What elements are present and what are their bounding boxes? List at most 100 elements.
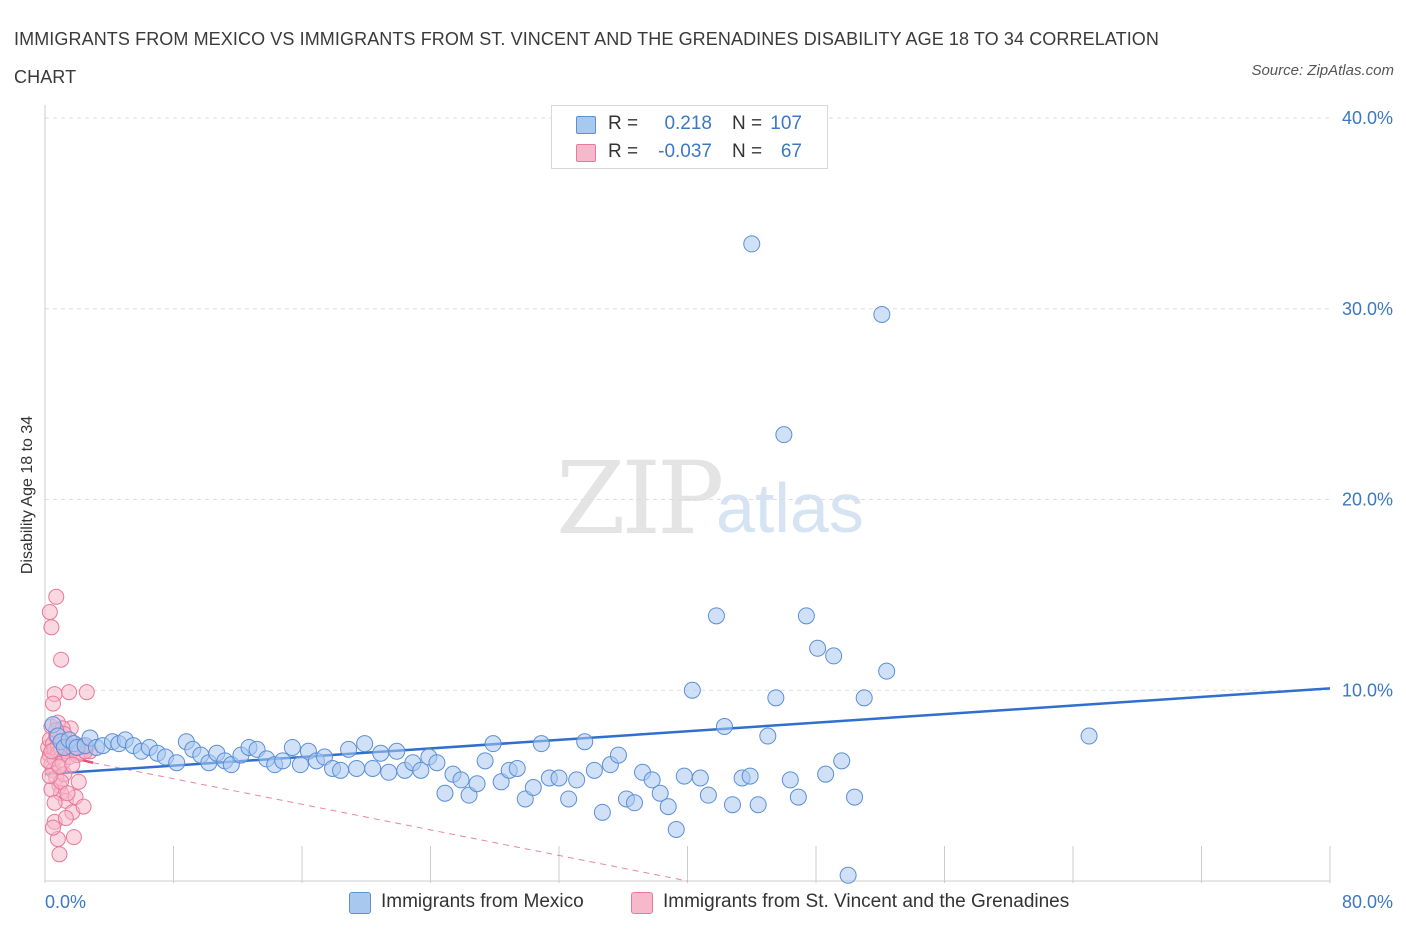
mexico-point [651,784,669,802]
r-value: 0.218 [664,113,712,134]
mexico-point [846,788,864,806]
mexico-point [428,754,446,772]
mexico-point [659,798,677,816]
mexico-point [560,790,578,808]
st-vincent-point [78,684,95,701]
series-legend: Immigrants from Mexico Immigrants from S… [0,890,1406,916]
mexico-point [759,727,777,745]
mexico-point [691,769,709,787]
st-vincent-point [57,810,74,827]
mexico-point [348,759,366,777]
mexico-point [274,752,292,770]
mexico-point [372,744,390,762]
x-tick-label: 0.0% [45,892,86,912]
st-vincent-point [45,695,62,712]
correlation-legend: R = 0.218 N = 107 R = -0.037 N = 67 [551,105,828,169]
x-tick-label: 80.0% [1342,892,1393,912]
mexico-point [699,786,717,804]
mexico-point [364,759,382,777]
mexico-point [789,788,807,806]
source-note: Source: ZipAtlas.com [1251,62,1394,79]
mexico-point [524,779,542,797]
mexico-point [767,689,785,707]
mexico-point [715,717,733,735]
mexico-point [340,740,358,758]
st-vincent-swatch-icon [631,892,653,914]
mexico-point [809,639,827,657]
st-vincent-point [75,798,92,815]
mexico-point [452,771,470,789]
mexico-point [609,746,627,764]
r-label: R = [608,113,639,134]
st-vincent-point [46,794,63,811]
y-tick-label: 30.0% [1342,299,1393,319]
mexico-point [723,796,741,814]
st-vincent-point [53,651,70,668]
st-vincent-swatch-icon [576,144,596,162]
mexico-point [388,742,406,760]
n-label: N = [732,141,763,162]
st-vincent-point [61,684,78,701]
mexico-point [855,689,873,707]
st-vincent-point [48,588,65,605]
mexico-point [749,796,767,814]
st-vincent-point [43,619,60,636]
n-label: N = [732,113,763,134]
mexico-point [508,759,526,777]
mexico-point [817,765,835,783]
mexico-point [683,681,701,699]
mexico-point [707,607,725,625]
watermark-atlas: atlas [716,469,864,547]
y-tick-label: 20.0% [1342,490,1393,510]
mexico-point [878,662,896,680]
mexico-point [283,738,301,756]
mexico-point [468,775,486,793]
mexico-point [797,607,815,625]
st-vincent-point [45,819,62,836]
mexico-point [833,752,851,770]
mexico-point [781,771,799,789]
mexico-point [775,426,793,444]
mexico-point [412,761,430,779]
y-tick-label: 10.0% [1342,680,1393,700]
mexico-point [873,305,891,323]
st-vincent-point [59,785,76,802]
mexico-swatch-icon [576,116,596,134]
mexico-point [743,235,761,253]
mexico-point [839,866,857,884]
st-vincent-point [64,756,81,773]
mexico-point [380,763,398,781]
mexico-point [532,735,550,753]
mexico-point [568,771,586,789]
n-value: 107 [770,113,802,134]
st-vincent-point [70,773,87,790]
mexico-swatch-icon [349,892,371,914]
st-vincent-trend-extension [93,762,688,882]
r-label: R = [608,141,639,162]
st-vincent-point [65,829,82,846]
mexico-point [585,761,603,779]
mexico-point [576,733,594,751]
data-points [40,235,1098,884]
legend-row-mexico: R = 0.218 N = 107 [552,110,827,138]
mexico-point [168,754,186,772]
mexico-point [436,784,454,802]
mexico-point [332,761,350,779]
mexico-point [667,820,685,838]
mexico-point [291,756,309,774]
mexico-point [484,735,502,753]
grid-lines [45,117,1330,691]
st-vincent-point [41,604,58,621]
mexico-point [625,794,643,812]
mexico-point [825,647,843,665]
legend-label-mexico: Immigrants from Mexico [381,891,584,912]
st-vincent-point [51,846,68,863]
mexico-point [675,767,693,785]
mexico-point [550,769,568,787]
mexico-point [1080,727,1098,745]
y-tick-label: 40.0% [1342,108,1393,128]
mexico-point [643,771,661,789]
r-value: -0.037 [658,141,712,162]
n-value: 67 [780,141,802,162]
